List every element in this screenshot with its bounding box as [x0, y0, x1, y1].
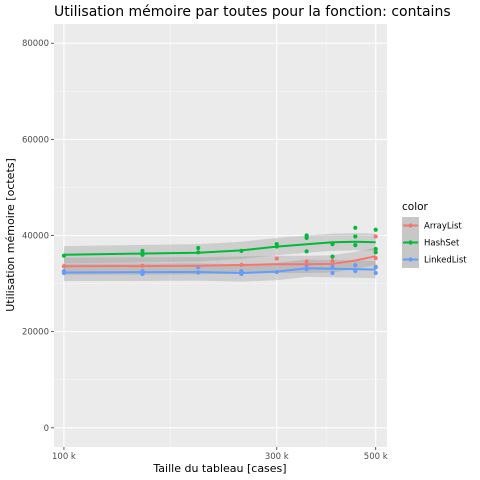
point-hashset — [353, 234, 358, 239]
legend-label-linkedlist: LinkedList — [424, 256, 467, 266]
point-hashset — [353, 225, 358, 230]
point-hashset — [196, 245, 201, 251]
point-hashset — [140, 248, 145, 253]
legend: color ArrayList HashSet LinkedList — [402, 201, 467, 268]
y-axis-title: Utilisation mémoire [octets] — [4, 158, 17, 312]
point-linkedlist — [373, 270, 378, 276]
trend-line-hashset — [63, 240, 376, 256]
x-tick-label: 500 k — [364, 452, 388, 462]
point-linkedlist — [330, 270, 335, 276]
trend-lines — [63, 240, 376, 275]
band-arraylist — [63, 247, 376, 275]
y-tick-label: 20000 — [22, 328, 49, 338]
legend-title: color — [402, 201, 429, 213]
point-hashset — [304, 235, 309, 241]
point-arraylist — [330, 258, 335, 264]
point-linkedlist — [373, 265, 378, 270]
x-tick-label: 300 k — [265, 452, 289, 462]
legend-label-hashset: HashSet — [424, 239, 460, 249]
y-tick-label: 80000 — [22, 39, 49, 49]
legend-key-point-arraylist — [408, 223, 413, 228]
x-tick-label: 100 k — [52, 452, 76, 462]
trend-line-linkedlist — [63, 267, 376, 275]
y-tick-label: 60000 — [22, 135, 49, 145]
point-arraylist — [274, 256, 279, 261]
y-tick-label: 40000 — [22, 232, 49, 242]
chart-title: Utilisation mémoire par toutes pour la f… — [54, 4, 451, 20]
point-hashset — [373, 227, 378, 232]
point-linkedlist — [353, 263, 358, 268]
point-arraylist — [304, 259, 309, 264]
point-hashset — [373, 250, 378, 255]
legend-key-point-linkedlist — [408, 257, 413, 262]
trend-line-arraylist — [63, 255, 376, 268]
y-axis: 0 20000 40000 60000 80000 — [22, 39, 54, 434]
point-arraylist — [373, 234, 378, 239]
point-hashset — [304, 249, 309, 254]
point-hashset — [330, 254, 335, 259]
point-hashset — [373, 246, 378, 252]
x-axis: 100 k 300 k 500 k — [52, 447, 388, 462]
point-hashset — [353, 243, 358, 248]
y-tick-label: 0 — [44, 424, 49, 434]
x-axis-title: Taille du tableau [cases] — [152, 462, 286, 475]
legend-key-point-hashset — [408, 240, 413, 245]
legend-label-arraylist: ArrayList — [424, 222, 462, 232]
